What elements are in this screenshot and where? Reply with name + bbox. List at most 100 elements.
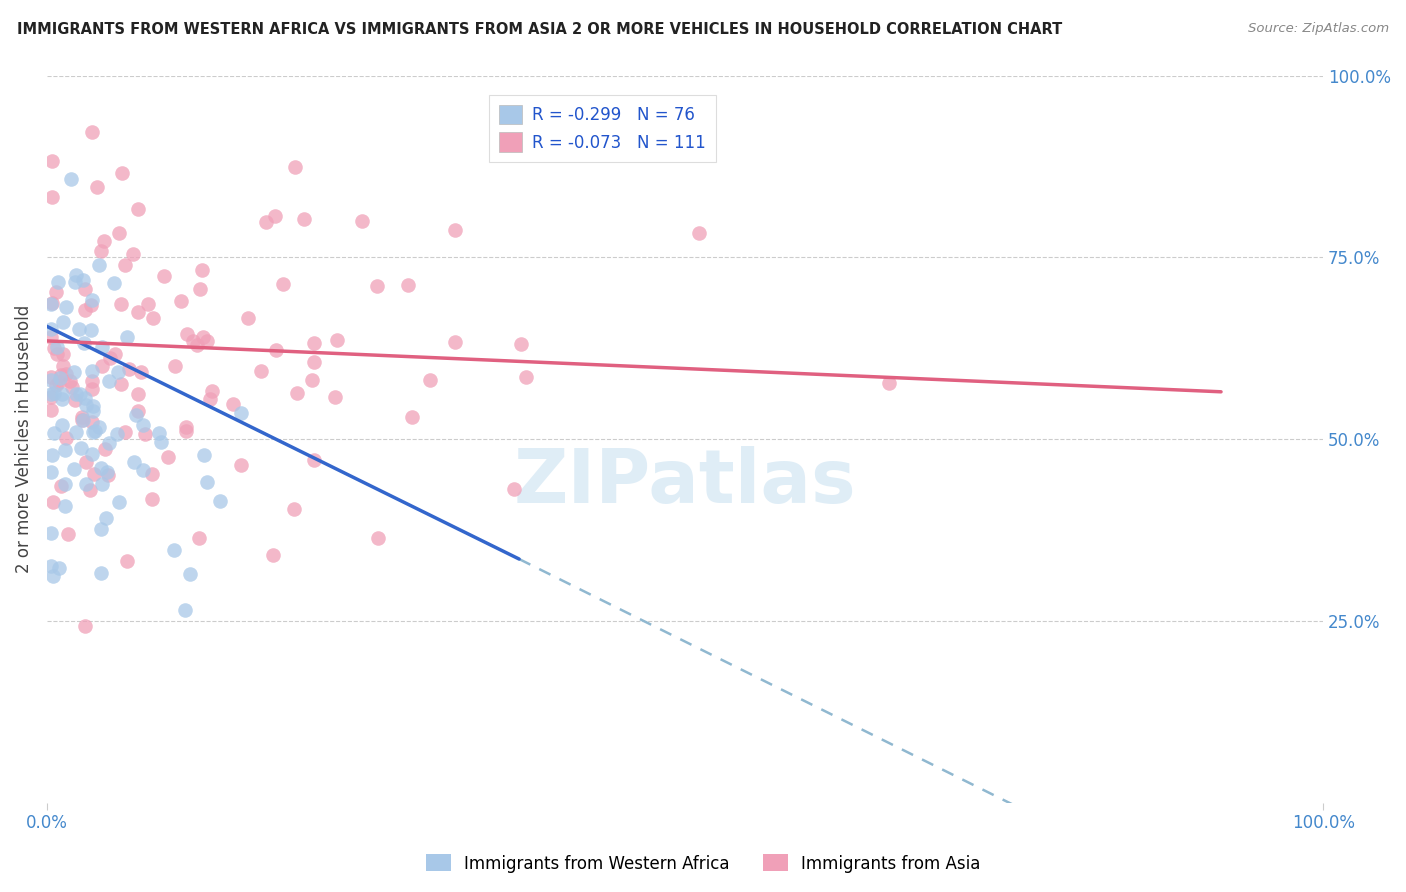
Point — [70, 442, 93, 456]
Point — [44, 425, 66, 440]
Point — [39, 465, 62, 479]
Point — [284, 160, 307, 174]
Point — [72, 413, 94, 427]
Point — [150, 434, 173, 449]
Point — [118, 362, 141, 376]
Point — [122, 455, 145, 469]
Point — [238, 310, 260, 325]
Point — [302, 452, 325, 467]
Point — [181, 334, 204, 349]
Point — [271, 277, 294, 292]
Point — [41, 330, 63, 344]
Point — [510, 337, 533, 351]
Point — [188, 282, 211, 296]
Point — [141, 467, 163, 481]
Point — [39, 558, 62, 573]
Point — [39, 297, 62, 311]
Point — [91, 477, 114, 491]
Point — [60, 171, 83, 186]
Point — [80, 364, 103, 378]
Point — [41, 154, 63, 169]
Point — [73, 336, 96, 351]
Point — [48, 561, 70, 575]
Point — [73, 619, 96, 633]
Point — [190, 262, 212, 277]
Point — [188, 531, 211, 545]
Point — [96, 465, 118, 479]
Text: ZIPatlas: ZIPatlas — [513, 446, 856, 519]
Point — [51, 417, 73, 432]
Point — [52, 347, 75, 361]
Point — [127, 387, 149, 401]
Point — [131, 366, 153, 380]
Point — [55, 431, 77, 445]
Point — [208, 494, 231, 508]
Point — [156, 450, 179, 465]
Point — [115, 329, 138, 343]
Point — [82, 382, 104, 396]
Point — [67, 322, 90, 336]
Point — [39, 403, 62, 417]
Point — [179, 567, 201, 582]
Point — [80, 323, 103, 337]
Point — [69, 386, 91, 401]
Point — [105, 427, 128, 442]
Point — [48, 375, 70, 389]
Point — [98, 436, 121, 450]
Point — [63, 275, 86, 289]
Point — [283, 502, 305, 516]
Point — [75, 398, 97, 412]
Point — [90, 522, 112, 536]
Point — [108, 226, 131, 240]
Point — [110, 376, 132, 391]
Point — [111, 166, 134, 180]
Point — [191, 330, 214, 344]
Point — [136, 297, 159, 311]
Point — [443, 223, 465, 237]
Point — [94, 511, 117, 525]
Point — [44, 385, 66, 400]
Point — [103, 276, 125, 290]
Point — [60, 379, 83, 393]
Point — [198, 392, 221, 407]
Point — [367, 531, 389, 545]
Point — [301, 372, 323, 386]
Point — [115, 554, 138, 568]
Point — [97, 467, 120, 482]
Point — [263, 209, 285, 223]
Point — [49, 368, 72, 382]
Point — [82, 415, 104, 429]
Point — [51, 392, 73, 407]
Point — [201, 384, 224, 399]
Point — [65, 268, 87, 282]
Point — [80, 293, 103, 308]
Point — [134, 426, 156, 441]
Point — [163, 543, 186, 558]
Point — [122, 246, 145, 260]
Point — [114, 258, 136, 272]
Point — [396, 277, 419, 292]
Point — [110, 297, 132, 311]
Point — [41, 189, 63, 203]
Y-axis label: 2 or more Vehicles in Household: 2 or more Vehicles in Household — [15, 305, 32, 574]
Point — [114, 425, 136, 439]
Point — [173, 603, 195, 617]
Point — [515, 369, 537, 384]
Point — [502, 482, 524, 496]
Point — [39, 322, 62, 336]
Point — [59, 374, 82, 388]
Point — [39, 373, 62, 387]
Point — [83, 467, 105, 481]
Point — [73, 282, 96, 296]
Point — [174, 420, 197, 434]
Point — [87, 420, 110, 434]
Legend: Immigrants from Western Africa, Immigrants from Asia: Immigrants from Western Africa, Immigran… — [419, 847, 987, 880]
Point — [58, 526, 80, 541]
Point — [165, 359, 187, 373]
Point — [65, 393, 87, 408]
Point — [62, 365, 84, 379]
Point — [254, 215, 277, 229]
Point — [250, 364, 273, 378]
Point — [176, 424, 198, 438]
Point — [90, 566, 112, 580]
